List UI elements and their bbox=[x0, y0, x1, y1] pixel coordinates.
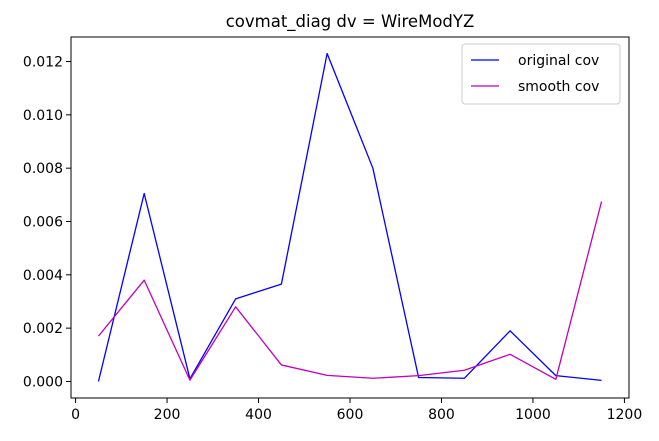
y-tick-label: 0.006 bbox=[23, 214, 63, 230]
y-tick-label: 0.012 bbox=[23, 55, 63, 71]
x-tick-label: 0 bbox=[71, 407, 80, 423]
plot-series bbox=[97, 52, 603, 382]
legend-label-smooth-cov: smooth cov bbox=[518, 79, 599, 95]
y-tick-label: 0.010 bbox=[23, 108, 63, 124]
x-tick-label: 800 bbox=[428, 407, 455, 423]
x-tick-label: 1200 bbox=[607, 407, 643, 423]
series-line-smooth-cov bbox=[97, 201, 603, 381]
series-line-original-cov bbox=[97, 52, 602, 382]
legend-label-original-cov: original cov bbox=[518, 53, 599, 69]
x-tick-label: 400 bbox=[245, 407, 272, 423]
chart-title: covmat_diag dv = WireModYZ bbox=[226, 12, 475, 32]
x-tick-label: 200 bbox=[154, 407, 181, 423]
y-tick-label: 0.004 bbox=[23, 268, 63, 284]
legend-box bbox=[461, 43, 621, 105]
x-tick-label: 600 bbox=[337, 407, 364, 423]
axes: 0 200 400 600 800 1000 1200 0.000 0.002 0.004 0.00… bbox=[23, 36, 643, 423]
legend: original cov smooth cov bbox=[461, 43, 621, 105]
y-tick-label: 0.002 bbox=[23, 321, 63, 337]
y-tick-label: 0.000 bbox=[23, 374, 63, 390]
x-tick-label: 1000 bbox=[515, 407, 551, 423]
y-tick-label: 0.008 bbox=[23, 161, 63, 177]
